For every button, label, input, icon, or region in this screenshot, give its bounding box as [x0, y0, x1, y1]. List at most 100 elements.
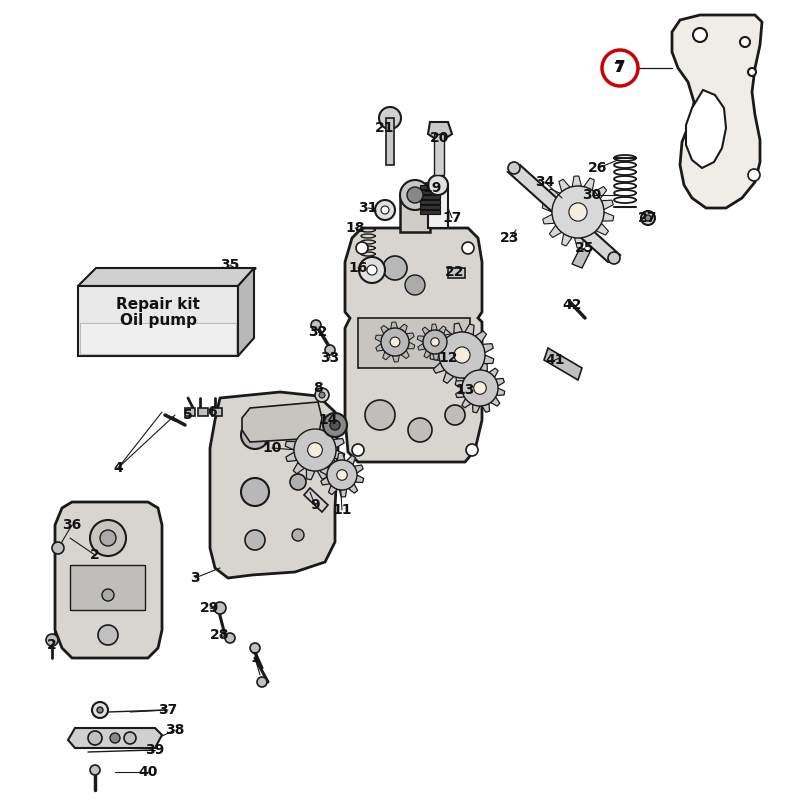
Text: 22: 22: [446, 265, 465, 279]
Circle shape: [641, 211, 655, 225]
Polygon shape: [448, 268, 465, 278]
Text: 21: 21: [375, 121, 394, 135]
Polygon shape: [321, 477, 330, 485]
Polygon shape: [346, 455, 355, 465]
Polygon shape: [422, 327, 430, 335]
Polygon shape: [428, 185, 448, 228]
Polygon shape: [686, 90, 726, 168]
Polygon shape: [438, 326, 446, 334]
Text: 31: 31: [358, 201, 378, 215]
Polygon shape: [465, 324, 474, 335]
Circle shape: [379, 107, 401, 129]
Text: 17: 17: [442, 211, 462, 225]
Polygon shape: [334, 450, 345, 458]
Polygon shape: [434, 134, 444, 175]
Text: 3: 3: [190, 571, 200, 585]
Text: 27: 27: [638, 211, 658, 225]
Polygon shape: [544, 348, 582, 380]
Circle shape: [257, 677, 267, 687]
Circle shape: [330, 420, 340, 430]
Polygon shape: [238, 268, 254, 356]
Polygon shape: [286, 452, 297, 462]
Polygon shape: [406, 333, 414, 340]
Polygon shape: [55, 502, 162, 658]
Text: 35: 35: [220, 258, 240, 272]
Circle shape: [52, 542, 64, 554]
Circle shape: [454, 347, 470, 363]
Polygon shape: [376, 344, 384, 351]
Polygon shape: [542, 203, 554, 212]
Polygon shape: [420, 195, 440, 199]
Text: 13: 13: [455, 383, 474, 397]
Polygon shape: [78, 268, 256, 286]
Circle shape: [308, 442, 322, 458]
Circle shape: [466, 444, 478, 456]
Polygon shape: [431, 324, 438, 330]
Text: 20: 20: [430, 131, 450, 145]
Circle shape: [693, 28, 707, 42]
Circle shape: [110, 733, 120, 743]
Circle shape: [46, 634, 58, 646]
Polygon shape: [433, 354, 438, 360]
Text: 28: 28: [210, 628, 230, 642]
Circle shape: [445, 405, 465, 425]
Circle shape: [508, 162, 520, 174]
Polygon shape: [584, 178, 594, 190]
Circle shape: [400, 180, 430, 210]
Polygon shape: [420, 200, 440, 204]
Text: 1: 1: [250, 651, 260, 665]
Polygon shape: [294, 462, 305, 474]
Polygon shape: [420, 190, 440, 194]
Text: 16: 16: [348, 261, 368, 275]
Circle shape: [462, 242, 474, 254]
Text: 40: 40: [138, 765, 158, 779]
Polygon shape: [320, 467, 329, 475]
Circle shape: [241, 421, 269, 449]
Polygon shape: [382, 351, 390, 360]
Polygon shape: [407, 342, 414, 349]
Text: 8: 8: [313, 381, 323, 395]
Polygon shape: [489, 368, 498, 378]
Polygon shape: [483, 355, 494, 364]
Text: 36: 36: [62, 518, 82, 532]
Polygon shape: [333, 438, 344, 448]
Polygon shape: [326, 457, 336, 466]
Polygon shape: [440, 349, 448, 357]
Polygon shape: [418, 343, 426, 350]
Circle shape: [88, 731, 102, 745]
Polygon shape: [355, 475, 364, 482]
Polygon shape: [495, 378, 504, 386]
Polygon shape: [572, 176, 582, 186]
Polygon shape: [490, 397, 500, 406]
Text: 26: 26: [588, 161, 608, 175]
Polygon shape: [550, 226, 562, 238]
Text: 34: 34: [535, 175, 554, 189]
Circle shape: [102, 589, 114, 601]
Circle shape: [381, 328, 409, 356]
Polygon shape: [482, 403, 490, 412]
Circle shape: [423, 330, 447, 354]
Polygon shape: [392, 355, 399, 362]
Circle shape: [92, 702, 108, 718]
Polygon shape: [574, 238, 584, 248]
Circle shape: [337, 470, 347, 480]
Circle shape: [323, 413, 347, 437]
Circle shape: [352, 444, 364, 456]
Polygon shape: [594, 186, 606, 198]
Polygon shape: [401, 350, 409, 358]
Text: 14: 14: [318, 413, 338, 427]
Polygon shape: [354, 465, 363, 473]
Polygon shape: [339, 490, 346, 497]
Polygon shape: [672, 15, 762, 208]
Polygon shape: [306, 469, 315, 480]
Polygon shape: [508, 165, 620, 262]
Polygon shape: [456, 377, 465, 387]
Polygon shape: [602, 200, 614, 210]
Circle shape: [408, 418, 432, 442]
Circle shape: [250, 643, 260, 653]
Circle shape: [748, 68, 756, 76]
Polygon shape: [602, 212, 614, 221]
Polygon shape: [70, 565, 145, 610]
Circle shape: [748, 169, 760, 181]
Text: 10: 10: [262, 441, 282, 455]
